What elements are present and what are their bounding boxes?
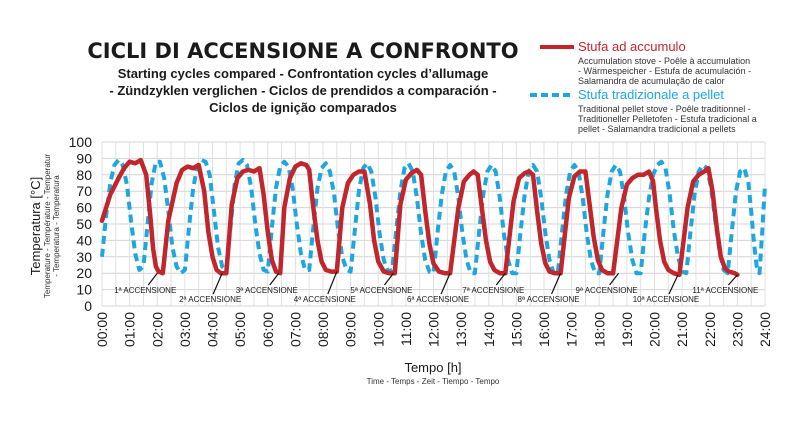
annotation-label: 5ª ACCENSIONE bbox=[350, 286, 412, 295]
x-axis-sublabel: Time - Temps - Zeit - Tiempo - Tempo bbox=[367, 377, 500, 386]
y-tick-label: 90 bbox=[76, 150, 92, 166]
series-line-1 bbox=[100, 158, 767, 276]
annotation-leader bbox=[327, 271, 338, 295]
legend-desc-accumulo-1: Accumulation stove - Poêle à accumulatio… bbox=[578, 56, 750, 66]
annotation-label: 9ª ACCENSIONE bbox=[576, 286, 638, 295]
annotation-leader bbox=[609, 272, 620, 286]
legend-label-accumulo: Stufa ad accumulo bbox=[578, 39, 686, 54]
annotation-label: 1ª ACCENSIONE bbox=[114, 286, 176, 295]
chart-subtitle-line-3: Ciclos de ignição comparados bbox=[209, 100, 397, 115]
x-tick-labels: 00:00 01:00 02:00 03:00 04:00 05:00 06:00 07:00… bbox=[94, 312, 773, 347]
y-tick-label: 70 bbox=[76, 183, 92, 199]
legend-desc-pellet-2: Traditioneller Pelletofen - Estufa tradi… bbox=[578, 114, 757, 124]
y-tick-label: 10 bbox=[76, 282, 92, 298]
x-tick-label: 20:00 bbox=[647, 312, 663, 347]
legend: Stufa ad accumulo Accumulation stove - P… bbox=[530, 39, 757, 134]
series-line-0 bbox=[99, 157, 740, 278]
legend-label-pellet: Stufa tradizionale a pellet bbox=[578, 87, 724, 102]
chart-subtitle-line-2: - Zündzyklen verglichen - Ciclos de pren… bbox=[109, 83, 496, 98]
series-lines bbox=[99, 157, 767, 278]
x-tick-label: 17:00 bbox=[564, 312, 580, 347]
y-tick-label: 60 bbox=[76, 200, 92, 216]
y-axis-sublabel-1: Temperature - Température - Temperatur bbox=[43, 154, 52, 299]
annotation-leader bbox=[440, 272, 451, 295]
annotation-label: 3ª ACCENSIONE bbox=[236, 286, 298, 295]
annotation-leader bbox=[147, 272, 158, 286]
annotation-leader bbox=[495, 272, 506, 286]
annotation-leader bbox=[668, 274, 679, 295]
y-axis-sublabel-2: - Temperatura - Temperatura bbox=[52, 175, 61, 277]
x-tick-label: 18:00 bbox=[591, 312, 607, 347]
x-tick-label: 04:00 bbox=[205, 312, 221, 347]
annotation-leader bbox=[383, 272, 394, 286]
annotation-leader bbox=[551, 272, 562, 295]
annotation-leader bbox=[727, 274, 738, 286]
annotation-label: 7ª ACCENSIONE bbox=[462, 286, 524, 295]
x-tick-label: 09:00 bbox=[343, 312, 359, 347]
x-tick-label: 08:00 bbox=[315, 312, 331, 347]
legend-desc-accumulo-2: - Wärmespeicher - Estufa de acumulación … bbox=[578, 66, 751, 76]
legend-desc-accumulo-3: Salamandra de acumulação de calor bbox=[578, 76, 725, 86]
y-tick-label: 40 bbox=[76, 232, 92, 248]
y-tick-label: 0 bbox=[84, 298, 92, 314]
x-tick-label: 16:00 bbox=[536, 312, 552, 347]
x-tick-label: 05:00 bbox=[232, 312, 248, 347]
annotation-leader bbox=[269, 272, 280, 286]
y-tick-label: 100 bbox=[69, 134, 93, 150]
x-tick-label: 14:00 bbox=[481, 312, 497, 347]
x-tick-label: 24:00 bbox=[757, 312, 773, 347]
annotation-leader bbox=[212, 272, 223, 295]
x-tick-label: 06:00 bbox=[260, 312, 276, 347]
x-tick-label: 02:00 bbox=[149, 312, 165, 347]
x-tick-label: 07:00 bbox=[287, 312, 303, 347]
x-axis-label: Tempo [h] bbox=[404, 360, 461, 375]
x-tick-label: 10:00 bbox=[370, 312, 386, 347]
x-tick-label: 13:00 bbox=[453, 312, 469, 347]
annotation-label: 11ª ACCENSIONE bbox=[692, 286, 758, 295]
y-tick-label: 20 bbox=[76, 265, 92, 281]
annotation-label: 10ª ACCENSIONE bbox=[633, 295, 700, 304]
grid bbox=[101, 141, 766, 307]
legend-desc-pellet-3: pellet - Salamandra tradicional a pellet… bbox=[578, 124, 736, 134]
y-axis-label: Temperatura [°C] bbox=[28, 177, 43, 275]
y-tick-label: 50 bbox=[76, 216, 92, 232]
x-tick-label: 19:00 bbox=[619, 312, 635, 347]
y-tick-label: 80 bbox=[76, 167, 92, 183]
legend-desc-pellet-1: Traditional pellet stove - Poêle traditi… bbox=[578, 104, 751, 114]
x-tick-label: 21:00 bbox=[674, 312, 690, 347]
annotation-label: 4ª ACCENSIONE bbox=[294, 295, 356, 304]
x-tick-label: 15:00 bbox=[508, 312, 524, 347]
chart-subtitle-line-1: Starting cycles compared - Confrontation… bbox=[118, 66, 489, 81]
x-tick-label: 00:00 bbox=[94, 312, 110, 347]
x-tick-label: 11:00 bbox=[398, 312, 414, 346]
annotation-label: 6ª ACCENSIONE bbox=[407, 295, 469, 304]
x-tick-label: 03:00 bbox=[177, 312, 193, 347]
annotation-label: 8ª ACCENSIONE bbox=[518, 295, 580, 304]
y-tick-label: 30 bbox=[76, 249, 92, 265]
x-tick-label: 22:00 bbox=[702, 312, 718, 347]
annotation-label: 2ª ACCENSIONE bbox=[179, 295, 241, 304]
chart-title: CICLI DI ACCENSIONE A CONFRONTO bbox=[87, 39, 518, 63]
x-tick-label: 01:00 bbox=[122, 312, 138, 347]
x-tick-label: 12:00 bbox=[426, 312, 442, 347]
x-tick-label: 23:00 bbox=[729, 312, 745, 347]
